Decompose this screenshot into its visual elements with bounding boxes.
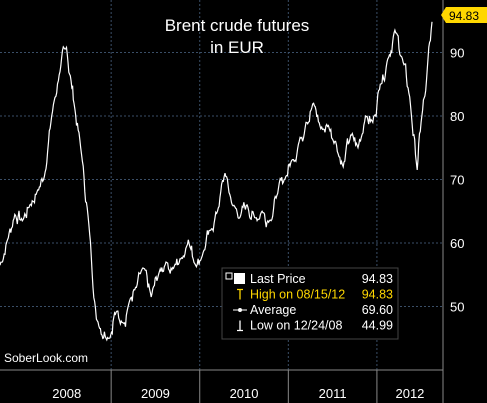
legend-value-1: 94.83 (362, 288, 393, 302)
legend-background (221, 267, 399, 340)
legend-value-0: 94.83 (362, 272, 393, 286)
legend-label-1: High on 08/15/12 (250, 288, 345, 302)
legend-row-2: Average 69.60 (233, 303, 393, 317)
chart-title-line-2: in EUR (210, 38, 264, 57)
x-tick-label-2009: 2009 (141, 386, 170, 401)
legend-row-0: Last Price 94.83 (234, 272, 393, 286)
x-tick-label-2008: 2008 (52, 386, 81, 401)
x-tick-label-2010: 2010 (230, 386, 259, 401)
legend-row-3: Low on 12/24/08 44.99 (237, 319, 393, 333)
legend-label-0: Last Price (250, 272, 306, 286)
chart-title-line-1: Brent crude futures (165, 16, 310, 35)
legend-square-icon (234, 273, 245, 284)
last-value-tag-text: 94.83 (449, 9, 479, 23)
y-tick-label-0: 50 (450, 299, 464, 314)
legend-high-icon (237, 288, 243, 300)
watermark: SoberLook.com (4, 351, 88, 365)
y-tick-label-3: 80 (450, 109, 464, 124)
last-value-tag-bg (441, 7, 487, 23)
legend-average-dot (238, 308, 242, 312)
last-value-tag: 94.83 (441, 7, 487, 23)
legend-label-3: Low on 12/24/08 (250, 319, 342, 333)
y-axis: 50 60 70 80 90 (450, 45, 464, 314)
legend-row-1: High on 08/15/12 94.83 (237, 288, 393, 302)
legend-label-2: Average (250, 303, 296, 317)
x-axis: 2008 2009 2010 2011 2012 (0, 0, 444, 403)
legend-toggle-icon (225, 272, 233, 280)
y-tick-label-1: 60 (450, 236, 464, 251)
series-line-0 (0, 21, 433, 342)
legend-value-2: 69.60 (362, 303, 393, 317)
x-tick-label-2011: 2011 (319, 386, 347, 401)
price-series (0, 21, 433, 342)
y-tick-label-4: 90 (450, 45, 464, 60)
legend-value-3: 44.99 (362, 319, 393, 333)
x-tick-label-2012: 2012 (395, 386, 424, 401)
y-tick-label-2: 70 (450, 172, 464, 187)
legend-low-icon (237, 320, 243, 332)
